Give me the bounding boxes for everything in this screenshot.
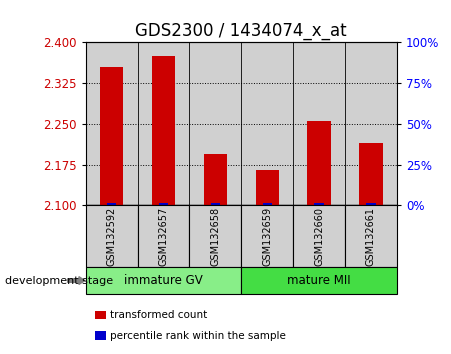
Bar — [100, 67, 123, 205]
Bar — [204, 154, 227, 205]
Bar — [86, 42, 138, 205]
Bar — [107, 202, 116, 206]
Text: GSM132658: GSM132658 — [210, 207, 221, 266]
Bar — [262, 202, 272, 206]
Bar — [211, 202, 220, 206]
Bar — [159, 202, 168, 206]
Text: immature GV: immature GV — [124, 274, 203, 287]
Bar — [241, 42, 293, 205]
Text: GSM132657: GSM132657 — [158, 207, 169, 266]
Bar — [189, 42, 241, 205]
Text: percentile rank within the sample: percentile rank within the sample — [110, 331, 285, 341]
Text: GSM132660: GSM132660 — [314, 207, 324, 266]
Bar — [314, 202, 324, 206]
Title: GDS2300 / 1434074_x_at: GDS2300 / 1434074_x_at — [135, 22, 347, 40]
Bar — [138, 42, 189, 205]
Bar — [293, 42, 345, 205]
Text: GSM132659: GSM132659 — [262, 207, 272, 266]
Bar — [366, 202, 376, 206]
Bar — [256, 170, 279, 205]
Bar — [345, 42, 397, 205]
Bar — [359, 143, 382, 205]
Text: GSM132661: GSM132661 — [366, 207, 376, 266]
Text: development stage: development stage — [5, 275, 113, 286]
Text: GSM132592: GSM132592 — [106, 207, 117, 266]
Bar — [152, 56, 175, 205]
Text: mature MII: mature MII — [287, 274, 351, 287]
Bar — [308, 121, 331, 205]
Text: transformed count: transformed count — [110, 310, 207, 320]
